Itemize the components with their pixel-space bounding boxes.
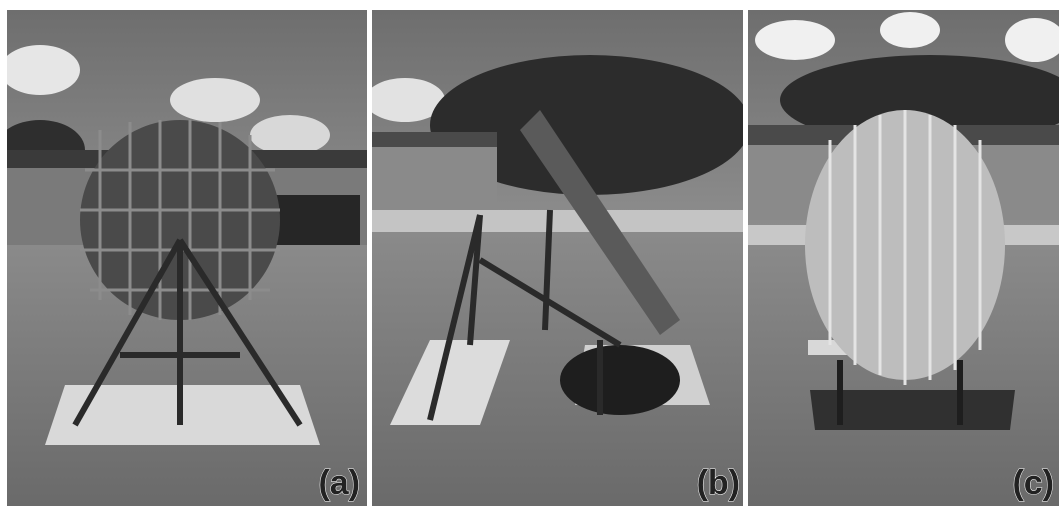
panel-label: (c) — [1012, 464, 1054, 502]
panel-label: (a) — [318, 464, 360, 502]
panel-label: (b) — [697, 464, 740, 502]
page: (a) (b) (c) (() => { const data = JSON.p… — [0, 0, 1059, 506]
photo-c — [748, 10, 1059, 506]
photo-a — [0, 10, 367, 506]
figure: (a) (b) (c) — [0, 0, 1059, 506]
photo-b — [365, 10, 750, 506]
